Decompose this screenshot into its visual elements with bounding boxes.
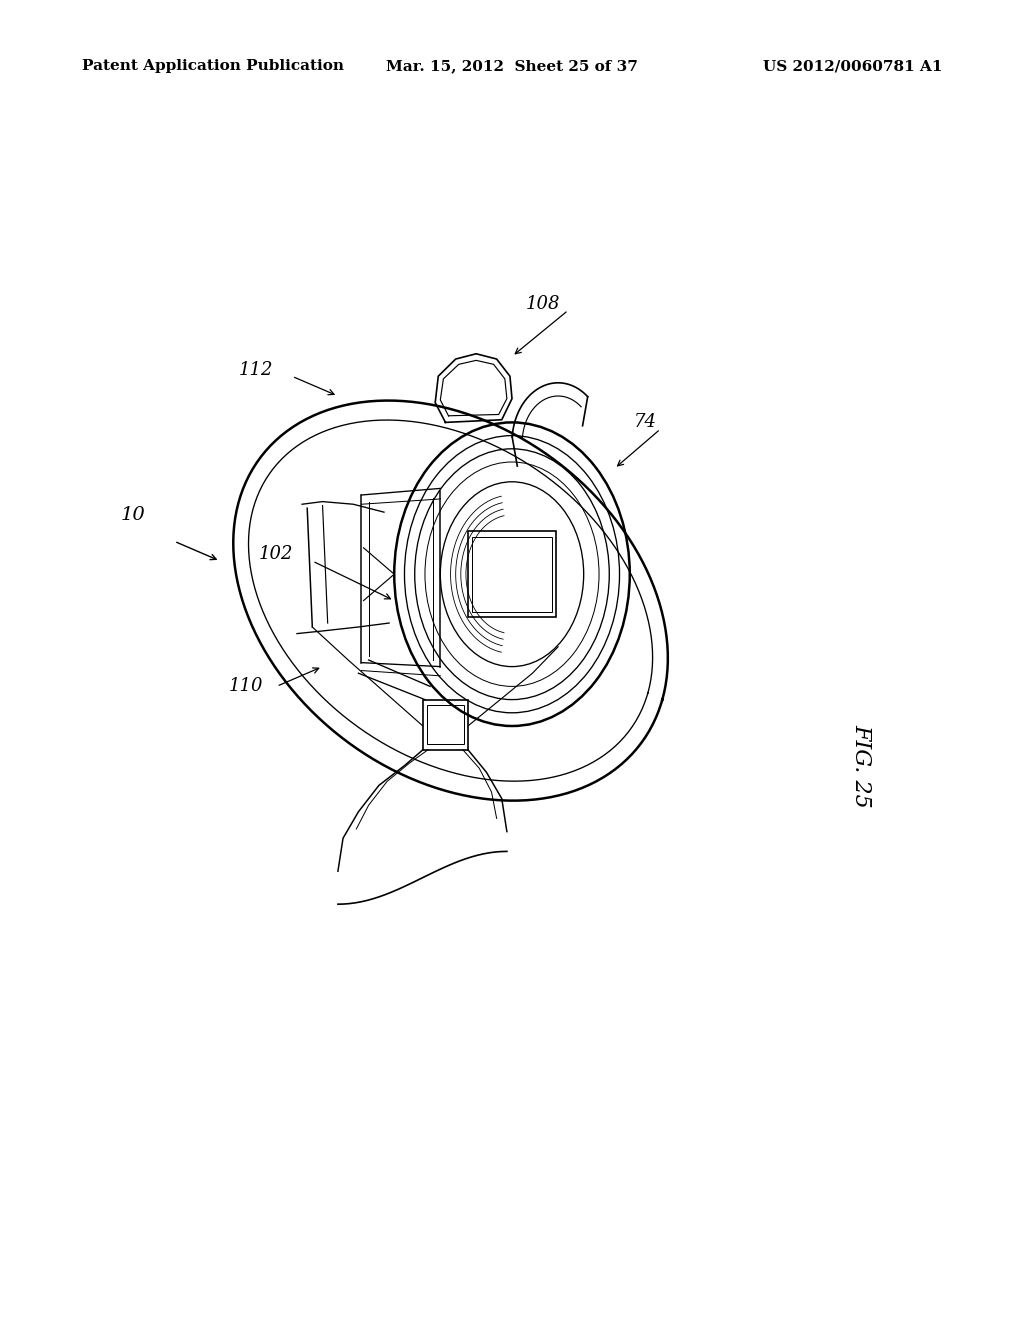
Text: 110: 110 — [228, 677, 263, 696]
Text: Mar. 15, 2012  Sheet 25 of 37: Mar. 15, 2012 Sheet 25 of 37 — [386, 59, 638, 74]
Bar — [427, 705, 464, 744]
Bar — [423, 700, 468, 750]
Text: 102: 102 — [259, 545, 294, 564]
Text: 74: 74 — [634, 413, 656, 432]
Text: 108: 108 — [525, 294, 560, 313]
Text: US 2012/0060781 A1: US 2012/0060781 A1 — [763, 59, 942, 74]
Text: 112: 112 — [239, 360, 273, 379]
Text: 10: 10 — [121, 506, 145, 524]
Text: FIG. 25: FIG. 25 — [850, 723, 871, 808]
Bar — [469, 532, 555, 618]
Text: Patent Application Publication: Patent Application Publication — [82, 59, 344, 74]
Bar — [472, 536, 552, 612]
